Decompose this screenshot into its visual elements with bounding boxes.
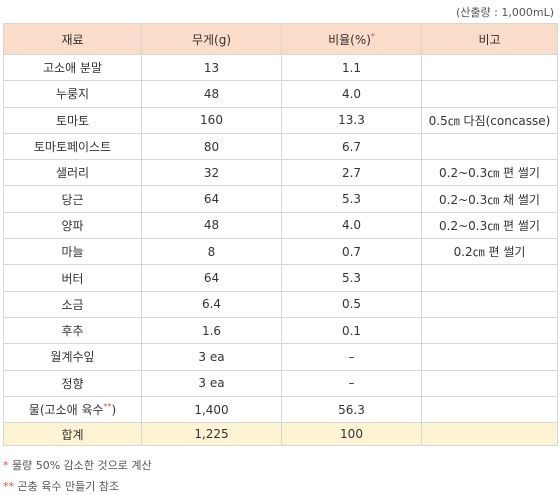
footnote-2-text: 곤충 육수 만들기 참조 [14,480,120,493]
ingredient-label: 물(고소애 육수 [28,403,104,417]
table-row: 샐러리 32 2.7 0.2~0.3㎝ 편 썰기 [3,159,558,187]
table-row: 토마토페이스트 80 6.7 [3,132,558,161]
cell-ingredient: 소금 [3,290,142,318]
cell-ratio: – [281,369,422,397]
cell-remarks [421,290,558,318]
footnote-1-text: 물량 50% 감소한 것으로 계산 [8,459,152,472]
cell-weight: 48 [141,80,282,108]
yield-label: (산출량 : 1,000mL) [456,6,554,19]
table-row: 토마토 160 13.3 0.5㎝ 다짐(concasse) [3,106,558,134]
cell-weight: 13 [141,53,282,82]
cell-weight: 80 [141,132,282,161]
cell-remarks: 0.2~0.3㎝ 편 썰기 [421,159,558,187]
cell-ratio: 0.7 [281,238,422,266]
header-ratio-label: 비율(%) [328,32,371,47]
cell-ingredient: 양파 [3,211,142,240]
cell-ratio: 2.7 [281,159,422,187]
cell-ingredient: 당근 [3,185,142,213]
cell-ratio: 0.5 [281,290,422,318]
cell-ratio: 5.3 [281,185,422,213]
cell-ingredient: 샐러리 [3,159,142,187]
cell-remarks [421,80,558,108]
table-row: 후추 1.6 0.1 [3,316,558,345]
recipe-table: 재료 무게(g) 비율(%)* 비고 고소애 분말 13 1.1 누룽지 48 4.0 토마… [3,23,558,447]
cell-weight: 32 [141,159,282,187]
ingredient-mark: ** [103,402,112,411]
cell-ratio: 4.0 [281,211,422,240]
cell-remarks [421,395,558,424]
footnote-1-mark: * [3,459,9,472]
cell-weight: 3 ea [141,369,282,397]
cell-remarks [421,316,558,345]
total-ratio: 100 [281,422,422,447]
header-ratio-mark: * [370,31,375,41]
cell-remarks [421,369,558,397]
footnote-1: * 물량 50% 감소한 것으로 계산 [3,457,152,473]
cell-weight: 64 [141,264,282,292]
cell-ingredient: 물(고소애 육수**) [3,395,142,424]
cell-weight: 1,400 [141,395,282,424]
cell-ratio: 56.3 [281,395,422,424]
cell-ingredient: 정향 [3,369,142,397]
total-weight: 1,225 [141,422,282,447]
cell-remarks [421,343,558,371]
cell-ratio: 5.3 [281,264,422,292]
total-ingredient: 합계 [3,422,142,447]
cell-weight: 1.6 [141,316,282,345]
table-row: 정향 3 ea – [3,369,558,397]
footnote-2-mark: ** [3,480,14,493]
cell-weight: 160 [141,106,282,134]
cell-remarks: 0.2~0.3㎝ 편 썰기 [421,211,558,240]
cell-remarks: 0.2~0.3㎝ 채 썰기 [421,185,558,213]
table-row: 버터 64 5.3 [3,264,558,292]
header-remarks: 비고 [421,23,558,55]
cell-ingredient: 토마토 [3,106,142,134]
cell-remarks [421,132,558,161]
total-remarks [421,422,558,447]
cell-ratio: – [281,343,422,371]
cell-ratio: 13.3 [281,106,422,134]
table-row: 소금 6.4 0.5 [3,290,558,318]
table-row: 누룽지 48 4.0 [3,80,558,108]
header-ratio: 비율(%)* [281,23,422,55]
cell-remarks [421,264,558,292]
cell-ratio: 0.1 [281,316,422,345]
cell-remarks [421,53,558,82]
cell-weight: 64 [141,185,282,213]
cell-ratio: 6.7 [281,132,422,161]
table-row: 양파 48 4.0 0.2~0.3㎝ 편 썰기 [3,211,558,240]
table-row: 당근 64 5.3 0.2~0.3㎝ 채 썰기 [3,185,558,213]
cell-remarks: 0.5㎝ 다짐(concasse) [421,106,558,134]
header-ingredient: 재료 [3,23,142,55]
cell-ingredient: 월계수잎 [3,343,142,371]
cell-ingredient: 고소애 분말 [3,53,142,82]
cell-weight: 48 [141,211,282,240]
cell-ingredient: 버터 [3,264,142,292]
cell-ingredient: 후추 [3,316,142,345]
table-row: 고소애 분말 13 1.1 [3,53,558,82]
cell-weight: 8 [141,238,282,266]
cell-ratio: 4.0 [281,80,422,108]
cell-weight: 3 ea [141,343,282,371]
footnote-2: ** 곤충 육수 만들기 참조 [3,478,119,494]
header-row: 재료 무게(g) 비율(%)* 비고 [3,23,558,55]
cell-ratio: 1.1 [281,53,422,82]
ingredient-close: ) [111,403,117,417]
cell-weight: 6.4 [141,290,282,318]
table-row: 마늘 8 0.7 0.2㎝ 편 썰기 [3,238,558,266]
table-row: 월계수잎 3 ea – [3,343,558,371]
cell-ingredient: 누룽지 [3,80,142,108]
table-row: 물(고소애 육수**) 1,400 56.3 [3,395,558,424]
cell-ingredient: 토마토페이스트 [3,132,142,161]
cell-ingredient: 마늘 [3,238,142,266]
header-weight: 무게(g) [141,23,282,55]
cell-remarks: 0.2㎝ 편 썰기 [421,238,558,266]
total-row: 합계 1,225 100 [3,422,558,447]
